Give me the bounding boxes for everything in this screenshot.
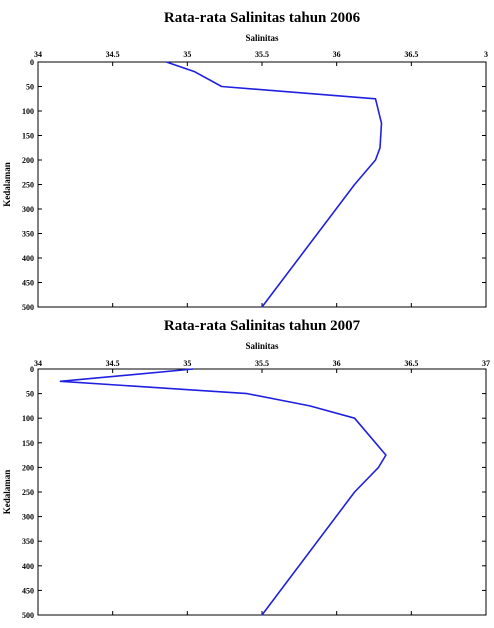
y-tick-label: 450 [22,279,34,288]
y-tick-label: 300 [22,513,34,522]
y-tick-label: 50 [26,390,34,399]
x-tick-label: 34.5 [106,359,120,368]
x-tick-label: 36 [333,359,341,368]
chart-panel-2: Rata-rata Salinitas tahun 2007 Salinitas K… [2,318,490,620]
y-tick-label: 350 [22,537,34,546]
y-tick-label: 0 [30,58,34,67]
x-tick-label: 36.5 [404,359,418,368]
x-tick-label: 35 [183,50,191,59]
y-axis-label: Kedalaman [2,470,12,515]
y-tick-label: 300 [22,205,34,214]
x-axis-label: Salinitas [245,33,279,43]
y-tick-label: 250 [22,488,34,497]
y-tick-label: 50 [26,83,34,92]
x-tick-label: 34 [34,50,42,59]
y-tick-label: 200 [22,463,34,472]
y-tick-label: 250 [22,181,34,190]
x-tick-label: 35 [183,359,191,368]
plot-frame [37,368,487,616]
x-tick-label: 36 [333,50,341,59]
plot-frame [37,61,487,308]
x-tick-label: 36.5 [404,50,418,59]
y-tick-label: 450 [22,586,34,595]
x-axis-label: Salinitas [245,341,279,351]
y-tick-label: 100 [22,107,34,116]
y-tick-label: 500 [22,611,34,620]
y-tick-label: 200 [22,156,34,165]
y-tick-label: 400 [22,254,34,263]
chart-title: Rata-rata Salinitas tahun 2006 [164,10,361,26]
y-tick-label: 150 [22,439,34,448]
x-tick-label: 35.5 [255,359,269,368]
x-tick-label: 34.5 [106,50,120,59]
y-tick-label: 0 [30,365,34,374]
chart-title: Rata-rata Salinitas tahun 2007 [164,318,361,334]
x-tick-label: 3 [484,50,488,59]
x-tick-label: 35.5 [255,50,269,59]
y-tick-label: 100 [22,414,34,423]
salinity-profile-line [166,61,383,308]
y-tick-label: 500 [22,303,34,312]
y-axis-label: Kedalaman [2,162,12,207]
x-tick-label: 34 [34,359,42,368]
chart-panel-1: Rata-rata Salinitas tahun 2006 Salinitas K… [2,10,488,312]
y-tick-label: 400 [22,562,34,571]
salinity-profile-line [59,368,387,616]
x-tick-label: 37 [482,359,490,368]
y-tick-label: 150 [22,132,34,141]
y-tick-label: 350 [22,230,34,239]
